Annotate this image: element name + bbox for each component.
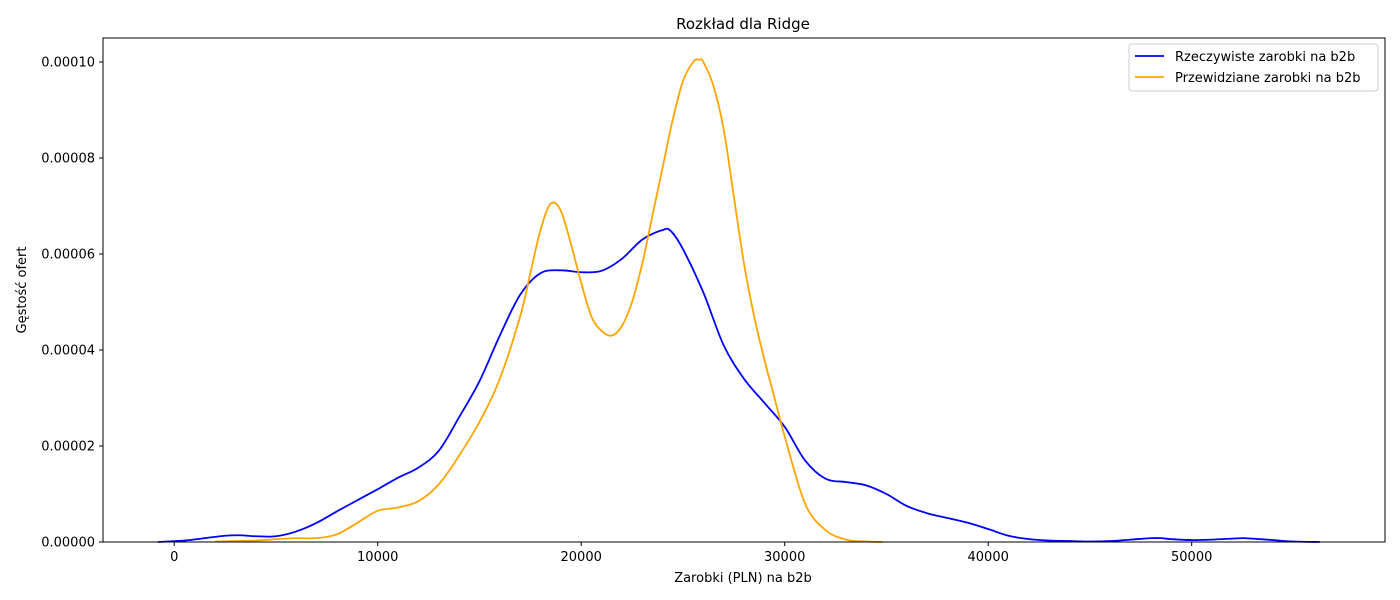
- series-line-actual: [157, 227, 1320, 543]
- x-axis-ticks: 0 10000 20000 30000 40000 50000: [170, 542, 1212, 565]
- legend-label: Rzeczywiste zarobki na b2b: [1175, 50, 1355, 65]
- x-tick-label: 20000: [561, 550, 602, 565]
- chart-title: Rozkład dla Ridge: [676, 15, 810, 33]
- legend: Rzeczywiste zarobki na b2b Przewidziane z…: [1128, 43, 1379, 92]
- x-axis-label: Zarobki (PLN) na b2b: [674, 571, 812, 586]
- y-axis-label: Gęstość ofert: [15, 247, 30, 334]
- y-axis-ticks: 0.00000 0.00002 0.00004 0.00006 0.00008 0.000…: [41, 56, 103, 551]
- y-tick-label: 0.00010: [41, 56, 95, 71]
- series-layer: [157, 58, 1320, 543]
- x-tick-label: 50000: [1171, 550, 1212, 565]
- x-tick-label: 40000: [968, 550, 1009, 565]
- y-tick-label: 0.00000: [41, 536, 95, 551]
- x-tick-label: 0: [170, 550, 178, 565]
- legend-items: Rzeczywiste zarobki na b2b Przewidziane z…: [1135, 50, 1361, 86]
- y-tick-label: 0.00002: [41, 440, 95, 455]
- series-line-predicted: [214, 58, 883, 543]
- y-tick-label: 0.00006: [41, 248, 95, 263]
- legend-label: Przewidziane zarobki na b2b: [1175, 71, 1361, 86]
- y-tick-label: 0.00008: [41, 152, 95, 167]
- x-tick-label: 30000: [764, 550, 805, 565]
- plot-area-frame: [102, 37, 1386, 543]
- y-tick-label: 0.00004: [41, 344, 95, 359]
- legend-box: [1128, 43, 1379, 92]
- x-tick-label: 10000: [357, 550, 398, 565]
